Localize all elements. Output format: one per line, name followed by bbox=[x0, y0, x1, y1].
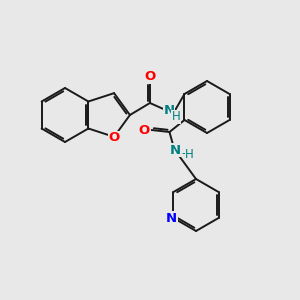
Text: H: H bbox=[172, 110, 180, 124]
Text: N: N bbox=[164, 104, 175, 118]
Text: O: O bbox=[144, 70, 156, 83]
Text: H: H bbox=[185, 148, 194, 160]
Text: N: N bbox=[166, 212, 177, 224]
Text: -: - bbox=[181, 148, 186, 160]
Text: N: N bbox=[170, 143, 181, 157]
Text: O: O bbox=[139, 124, 150, 136]
Text: O: O bbox=[108, 131, 120, 144]
